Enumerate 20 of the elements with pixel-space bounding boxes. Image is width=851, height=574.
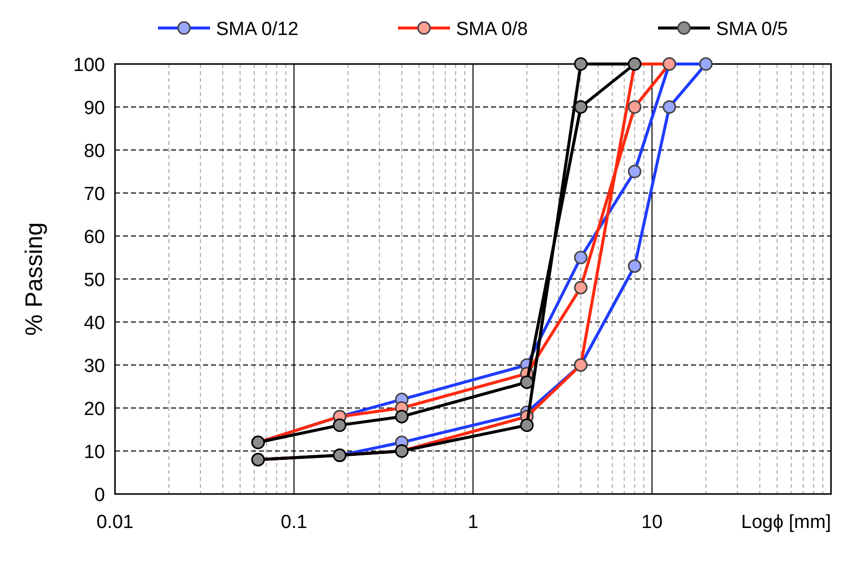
y-tick-label: 0 — [94, 485, 105, 506]
y-tick-label: 20 — [84, 399, 105, 420]
y-tick-label: 40 — [84, 313, 105, 334]
y-tick-label: 30 — [84, 356, 105, 377]
x-axis-title: Logϕ [mm] — [741, 512, 831, 533]
y-tick-label: 10 — [84, 442, 105, 463]
x-tick-label: 1 — [468, 512, 478, 533]
y-tick-label: 50 — [84, 270, 105, 291]
x-tick-label: 0.1 — [280, 512, 308, 533]
y-tick-label: 80 — [84, 141, 105, 162]
legend-label: SMA 0/5 — [716, 19, 788, 40]
legend-label: SMA 0/12 — [216, 19, 298, 40]
y-tick-label: 60 — [84, 227, 105, 248]
y-tick-label: 90 — [84, 98, 105, 119]
y-axis-title: % Passing — [21, 222, 48, 336]
y-tick-label: 100 — [73, 55, 105, 76]
x-tick-label: 10 — [641, 512, 663, 533]
y-tick-label: 70 — [84, 184, 105, 205]
legend-label: SMA 0/8 — [456, 19, 528, 40]
x-tick-label: 0.01 — [96, 512, 134, 533]
